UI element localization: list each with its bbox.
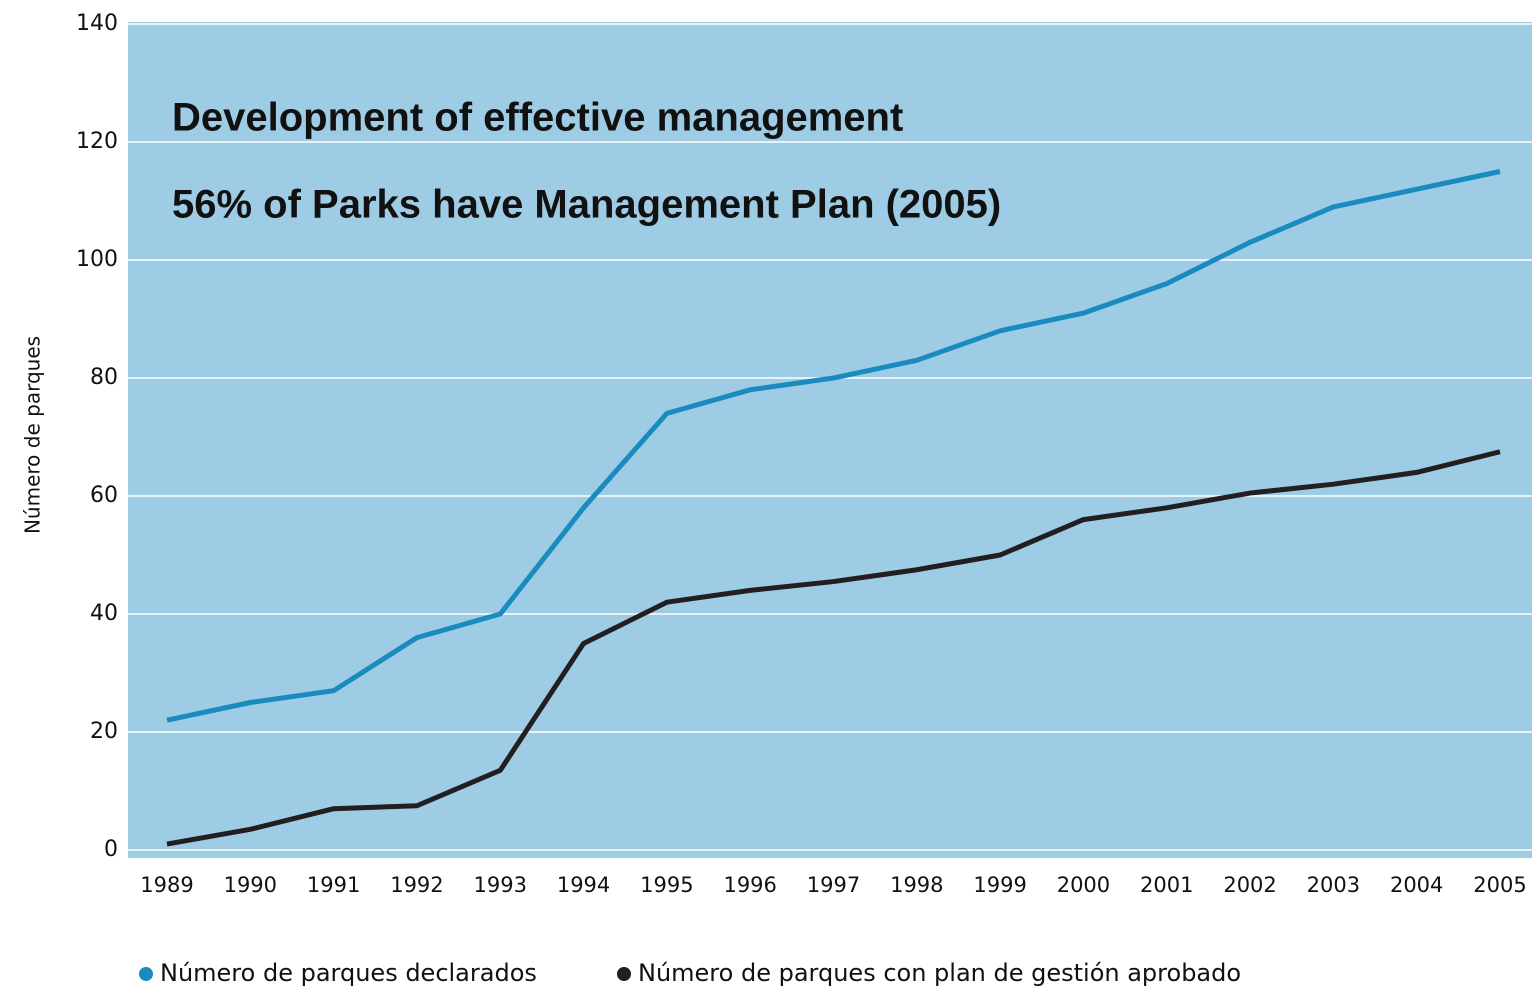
legend-marker	[617, 967, 631, 981]
y-axis-label: Número de parques	[21, 336, 45, 534]
y-tick-label: 140	[76, 11, 118, 36]
x-tick-label: 1996	[723, 873, 776, 897]
x-tick-label: 1995	[640, 873, 693, 897]
y-tick-label: 100	[76, 247, 118, 272]
y-tick-label: 40	[90, 601, 118, 626]
annotation: Development of effective management	[172, 96, 903, 140]
y-tick-label: 20	[90, 719, 118, 744]
x-tick-label: 1992	[390, 873, 443, 897]
annotation: 56% of Parks have Management Plan (2005)	[172, 183, 1001, 227]
x-tick-label: 1999	[973, 873, 1026, 897]
x-tick-label: 2001	[1140, 873, 1193, 897]
y-tick-label: 120	[76, 129, 118, 154]
x-tick-label: 1994	[557, 873, 610, 897]
x-tick-label: 1989	[140, 873, 193, 897]
data-line	[166, 169, 1501, 723]
x-tick-label: 2005	[1473, 873, 1526, 897]
y-tick-label: 60	[90, 483, 118, 508]
x-tick-label: 1997	[807, 873, 860, 897]
plot-background	[128, 22, 1532, 858]
x-tick-label: 1990	[224, 873, 277, 897]
y-tick-label: 0	[104, 837, 118, 862]
x-tick-label: 1993	[474, 873, 527, 897]
y-tick-label: 80	[90, 365, 118, 390]
legend-label: Número de parques con plan de gestión ap…	[638, 959, 1241, 987]
legend-label: Número de parques declarados	[160, 959, 537, 987]
x-tick-label: 1991	[307, 873, 360, 897]
x-tick-label: 2003	[1307, 873, 1360, 897]
x-tick-label: 2000	[1057, 873, 1110, 897]
legend-marker	[139, 967, 153, 981]
x-tick-label: 2002	[1223, 873, 1276, 897]
data-line	[166, 449, 1501, 847]
x-tick-label: 2004	[1390, 873, 1443, 897]
x-tick-label: 1998	[890, 873, 943, 897]
